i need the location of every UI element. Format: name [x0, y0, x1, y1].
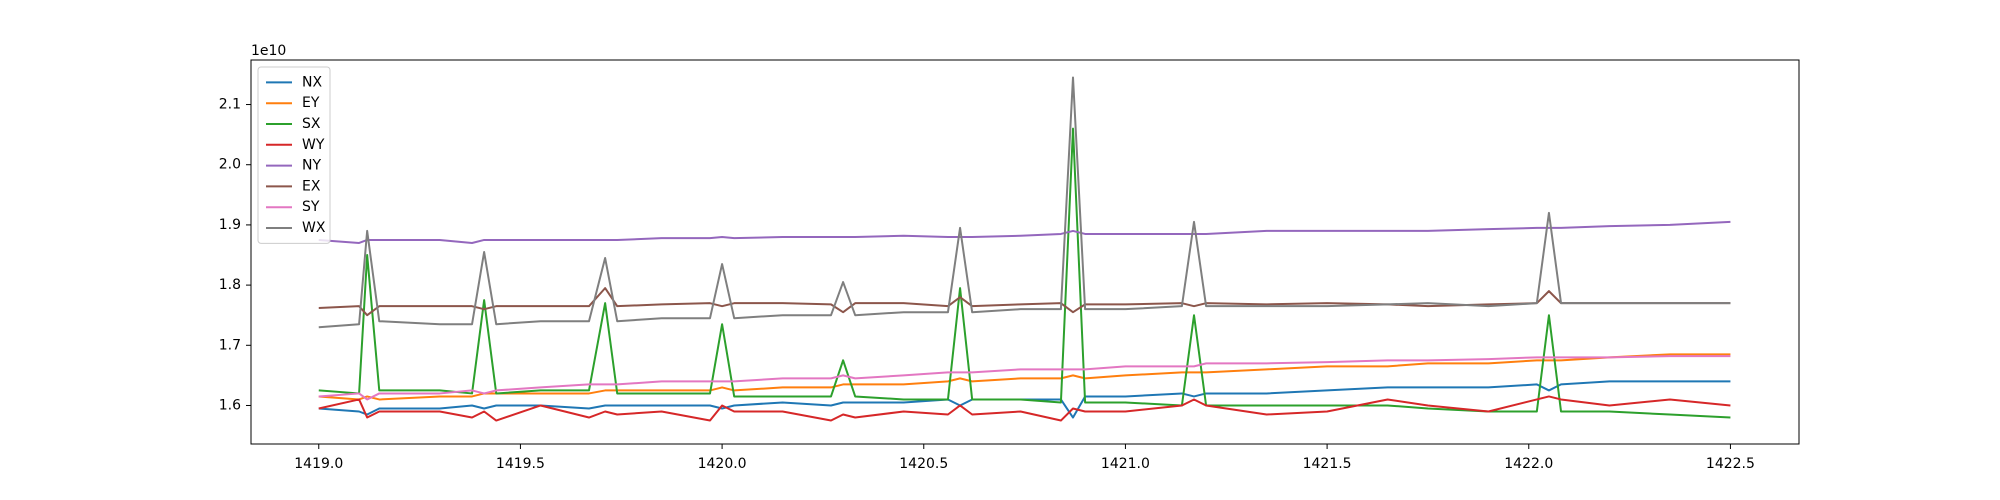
x-tick-label: 1419.5 — [496, 456, 545, 472]
line-series — [318, 395, 1731, 422]
legend-label: WX — [302, 220, 326, 236]
y-tick-label: 1.8 — [219, 277, 241, 293]
line-series — [318, 355, 1731, 401]
x-tick-label: 1422.0 — [1504, 456, 1553, 472]
y-offset-label: 1e10 — [251, 43, 286, 59]
x-tick-label: 1421.0 — [1101, 456, 1150, 472]
x-tick-label: 1421.5 — [1303, 456, 1352, 472]
legend-label: WY — [302, 137, 325, 153]
y-tick-label: 1.7 — [219, 337, 241, 353]
y-tick-label: 1.9 — [219, 217, 241, 233]
y-tick-label: 2.0 — [219, 157, 241, 173]
x-tick-label: 1420.5 — [899, 456, 948, 472]
y-tick-label: 1.6 — [219, 397, 241, 413]
legend-label: EX — [302, 178, 321, 194]
legend-box — [257, 66, 331, 244]
line-series — [318, 127, 1731, 419]
line-series — [318, 76, 1731, 329]
x-tick-label: 1420.0 — [698, 456, 747, 472]
legend-label: NX — [302, 74, 322, 90]
line-series — [318, 220, 1731, 244]
axes-frame — [250, 59, 1800, 445]
y-tick-label: 2.1 — [219, 97, 241, 113]
x-tick-label: 1422.5 — [1706, 456, 1755, 472]
x-tick-label: 1419.0 — [294, 456, 343, 472]
legend-label: SY — [302, 199, 320, 215]
legend-label: NY — [302, 158, 321, 174]
legend-label: EY — [302, 95, 320, 111]
legend-label: SX — [302, 116, 321, 132]
